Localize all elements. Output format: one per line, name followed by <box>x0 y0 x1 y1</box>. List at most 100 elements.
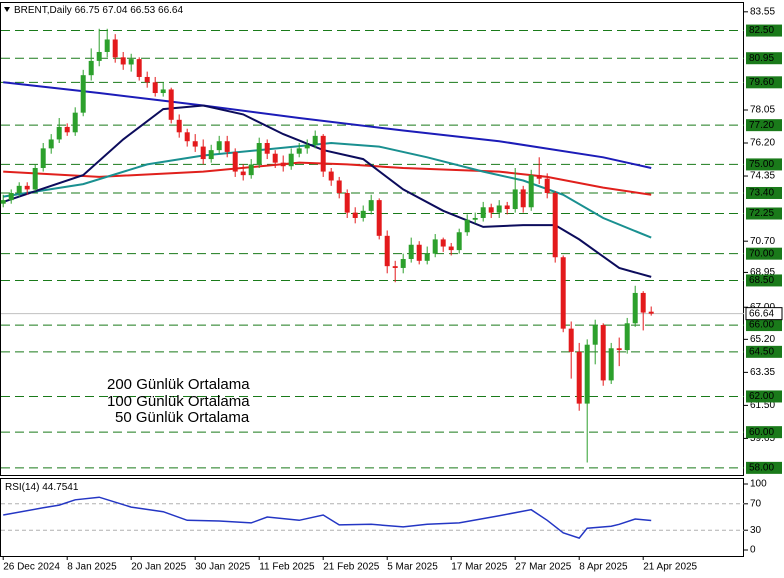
x-tick-label: 5 Mar 2025 <box>387 562 438 573</box>
indicator-line <box>3 141 652 239</box>
candle-body <box>128 59 134 65</box>
candle-body <box>408 244 414 260</box>
candle-body <box>320 135 326 172</box>
candle-body <box>104 39 110 52</box>
level-label: 79.60 <box>749 77 774 88</box>
level-label-box <box>746 345 782 358</box>
candle-body <box>264 143 270 154</box>
candle-body <box>184 132 190 142</box>
x-tick-label: 8 Jan 2025 <box>67 562 117 573</box>
candle-body <box>312 135 318 145</box>
candle-body <box>32 167 38 190</box>
y-tick-label: 68.95 <box>750 267 775 278</box>
candle-body <box>280 162 286 167</box>
x-tick-label: 21 Apr 2025 <box>643 562 697 573</box>
candle-body <box>352 212 358 218</box>
candle-body <box>248 164 254 176</box>
y-tick-label: 70 <box>750 498 762 509</box>
candle-body <box>296 148 302 154</box>
indicator-line <box>3 161 652 196</box>
candle-body <box>584 344 590 404</box>
candle-body <box>640 292 646 313</box>
candle-body <box>624 323 630 351</box>
candle-body <box>240 171 246 176</box>
candle-body <box>120 57 126 65</box>
candle-body <box>72 112 78 133</box>
candle-body <box>256 143 262 165</box>
candle-body <box>96 51 102 61</box>
y-tick-label: 0 <box>750 545 756 556</box>
x-tick-label: 30 Jan 2025 <box>195 562 250 573</box>
candle-body <box>608 348 614 381</box>
candle-body <box>232 151 238 172</box>
panel-frame <box>0 2 744 476</box>
level-label-box <box>746 426 782 439</box>
candle-body <box>384 235 390 267</box>
x-tick-label: 27 Mar 2025 <box>515 562 572 573</box>
x-tick-label: 8 Apr 2025 <box>579 562 628 573</box>
y-tick-label: 30 <box>750 525 762 536</box>
y-tick-label: 63.35 <box>750 367 775 378</box>
candle-body <box>528 175 534 208</box>
candle-body <box>464 219 470 233</box>
rsi-header: RSI(14) 44.7541 <box>5 482 79 493</box>
y-tick-label: 61.50 <box>750 400 775 411</box>
level-label: 72.25 <box>749 208 774 219</box>
indicator-line <box>2 104 652 278</box>
candle-body <box>432 239 438 254</box>
level-label: 77.20 <box>749 120 774 131</box>
candle-body <box>616 348 622 351</box>
legend-entry: 200 Günlük Ortalama <box>107 376 250 393</box>
x-tick-label: 20 Jan 2025 <box>131 562 186 573</box>
y-tick-label: 74.35 <box>750 171 775 182</box>
candle-body <box>288 153 294 167</box>
x-tick-label: 21 Feb 2025 <box>323 562 380 573</box>
candle-body <box>536 175 542 179</box>
y-tick-label: 83.55 <box>750 6 775 17</box>
level-label: 64.50 <box>749 346 774 357</box>
legend-entry: 50 Günlük Ortalama <box>115 409 250 426</box>
candle-body <box>88 60 94 76</box>
candle-body <box>520 189 526 208</box>
level-label-box <box>746 461 782 474</box>
candle-body <box>56 126 62 140</box>
last-price-box <box>745 307 783 321</box>
rsi-title: RSI(14) <box>5 482 39 493</box>
candle-body <box>440 239 446 247</box>
candle-body <box>448 246 454 251</box>
candle-body <box>112 39 118 58</box>
candle-body <box>480 207 486 218</box>
level-label: 66.00 <box>749 320 774 331</box>
candle-body <box>592 325 598 345</box>
y-tick-label: 78.05 <box>750 105 775 116</box>
candle-body <box>336 180 342 193</box>
candle-body <box>216 141 222 151</box>
level-label-box <box>746 319 782 332</box>
candle-body <box>176 119 182 133</box>
candle-body <box>648 311 654 314</box>
candle-body <box>64 126 70 133</box>
candle-body <box>160 89 166 94</box>
y-tick-label: 59.65 <box>750 433 775 444</box>
level-label: 58.00 <box>749 463 774 474</box>
candle-body <box>8 192 14 201</box>
candle-body <box>544 178 550 193</box>
level-label-box <box>746 390 782 403</box>
level-label: 82.50 <box>749 25 774 36</box>
candle-body <box>512 189 518 210</box>
candle-body <box>392 266 398 268</box>
candle-body <box>424 253 430 261</box>
candle-body <box>0 200 6 204</box>
candle-body <box>40 148 46 168</box>
candle-body <box>576 351 582 404</box>
high-value: 67.04 <box>102 5 127 16</box>
level-label: 75.00 <box>749 159 774 170</box>
y-tick-label: 100 <box>750 479 767 490</box>
level-label-box <box>746 274 782 287</box>
chart-title: BRENT,Daily <box>14 5 72 16</box>
candle-body <box>552 192 558 258</box>
level-label-box <box>746 207 782 220</box>
level-label: 73.40 <box>749 188 774 199</box>
candle-body <box>328 171 334 181</box>
